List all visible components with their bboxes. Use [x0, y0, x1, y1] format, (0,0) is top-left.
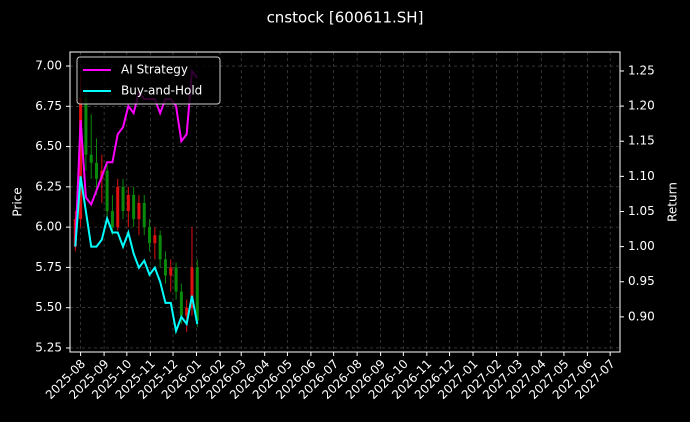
- plot-frame: [69, 51, 621, 353]
- y-tick-label: 7.00: [35, 59, 62, 73]
- candle-body: [126, 194, 130, 212]
- y-tick-label: 6.25: [35, 179, 62, 193]
- candle-body: [89, 154, 93, 163]
- candle-body: [158, 235, 162, 260]
- candle-body: [79, 98, 83, 220]
- candle-body: [195, 267, 199, 321]
- candle-body: [137, 202, 141, 220]
- candle-body: [174, 267, 178, 292]
- y-tick-label: 5.25: [35, 340, 62, 354]
- candle-body: [190, 267, 194, 308]
- line-series: [74, 176, 199, 335]
- candle-body: [153, 235, 157, 244]
- candle-body: [148, 227, 152, 244]
- y2-tick-label: 1.00: [628, 239, 655, 253]
- candle-body: [179, 291, 183, 316]
- candle-body: [116, 186, 120, 228]
- candle-body: [121, 186, 125, 212]
- candle-body: [84, 98, 88, 155]
- candle-body: [163, 259, 167, 276]
- candle-body: [95, 162, 99, 179]
- y-tick-label: 6.75: [35, 99, 62, 113]
- candle-body: [169, 267, 173, 276]
- y-axis-label: Price: [11, 187, 25, 216]
- candle-body: [105, 170, 109, 212]
- y2-tick-label: 1.05: [628, 204, 655, 218]
- y2-tick-label: 0.95: [628, 274, 655, 288]
- y-tick-label: 6.50: [35, 139, 62, 153]
- legend-label: Buy-and-Hold: [121, 84, 202, 98]
- legend-box: [76, 56, 221, 105]
- legend-label: AI Strategy: [121, 63, 188, 77]
- y-tick-label: 5.75: [35, 260, 62, 274]
- candle-body: [132, 194, 136, 220]
- y2-tick-label: 1.25: [628, 63, 655, 77]
- candle-body: [185, 307, 189, 316]
- chart-title: cnstock [600611.SH]: [267, 9, 424, 27]
- candle-body: [110, 211, 114, 228]
- y2-tick-label: 1.10: [628, 169, 655, 183]
- y-tick-label: 6.00: [35, 220, 62, 234]
- y2-tick-label: 1.20: [628, 99, 655, 113]
- y2-axis-label: Return: [666, 182, 680, 222]
- legend: AI Strategy Buy-and-Hold: [76, 56, 221, 105]
- y-tick-label: 5.50: [35, 300, 62, 314]
- y2-tick-label: 0.90: [628, 309, 655, 323]
- y2-tick-label: 1.15: [628, 134, 655, 148]
- candle-body: [142, 202, 146, 228]
